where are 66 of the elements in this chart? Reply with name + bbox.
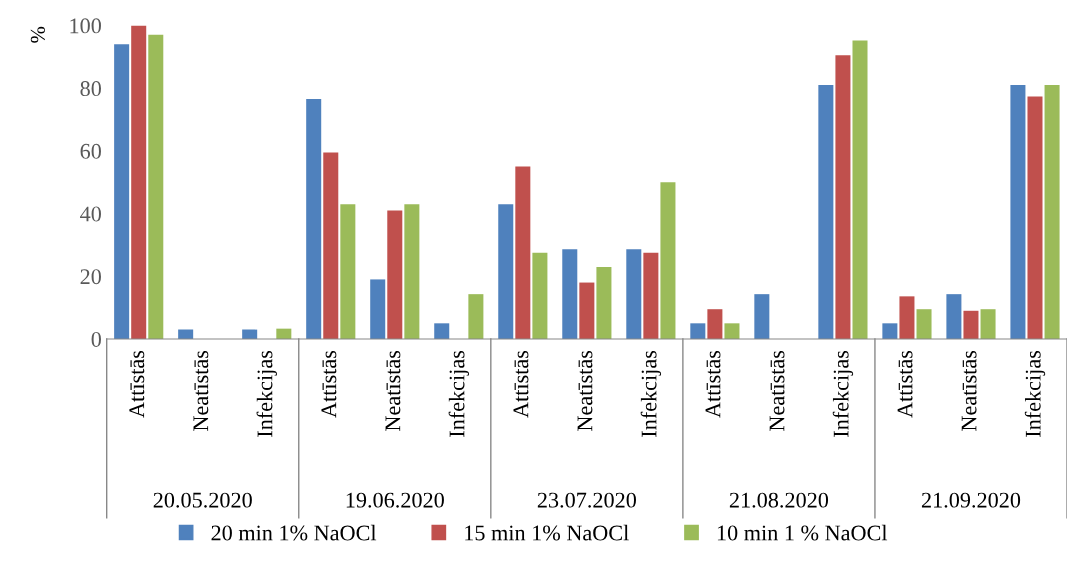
text: 20.05.2020 xyxy=(153,492,252,508)
x-tick-label: Neatīstās xyxy=(385,350,401,431)
x-tick-label: Neatīstās xyxy=(961,350,977,431)
y-axis-title: % xyxy=(30,26,45,43)
bar xyxy=(579,282,595,339)
bar xyxy=(690,323,706,339)
x-tick-label: Infekcijas xyxy=(1024,350,1046,437)
y-tick-label: 100 xyxy=(70,18,101,34)
bar xyxy=(916,309,932,339)
x-tick-label: Neatīstās xyxy=(193,350,209,431)
bar xyxy=(1044,85,1060,339)
bar xyxy=(818,85,834,339)
x-tick-label: Infekcijas xyxy=(448,350,469,437)
x-tick-label: Attīstās xyxy=(321,350,337,418)
bar xyxy=(626,249,642,339)
x-tick-label: Attīstās xyxy=(897,350,913,418)
bar xyxy=(946,294,962,339)
bar xyxy=(1027,96,1043,339)
bar xyxy=(1010,85,1026,339)
bar xyxy=(754,294,770,339)
bar xyxy=(532,252,548,339)
x-tick-label: Attīstās xyxy=(129,350,145,418)
legend-label: 10 min 1 % NaOCl xyxy=(717,524,888,541)
legend-label: 20 min 1% NaOCl xyxy=(211,524,377,541)
x-tick-label: Neatīstās xyxy=(577,350,593,431)
x-tick-label: Attīstās xyxy=(705,350,721,418)
bar xyxy=(148,34,164,339)
y-tick-label: 20 xyxy=(80,269,101,285)
bar xyxy=(323,152,339,339)
text: 21.08.2020 xyxy=(729,492,829,508)
text: 23.07.2020 xyxy=(537,492,636,508)
bar xyxy=(899,296,915,339)
bar xyxy=(562,249,578,339)
y-tick-label: 60 xyxy=(80,143,101,159)
text: 21.09.2020 xyxy=(921,492,1021,508)
bar xyxy=(643,252,659,339)
x-tick-label: Infekcijas xyxy=(640,350,662,437)
bar xyxy=(707,309,723,339)
y-tick-label: 40 xyxy=(80,206,101,222)
bar xyxy=(114,44,130,339)
legend-label: 15 min 1% NaOCl xyxy=(465,524,629,541)
bar xyxy=(515,166,531,339)
bar xyxy=(404,204,420,339)
bar xyxy=(660,182,676,339)
bar xyxy=(596,266,612,339)
bar xyxy=(835,55,851,339)
bar xyxy=(498,204,514,339)
x-tick-label: Infekcijas xyxy=(832,350,854,437)
bar xyxy=(724,323,740,339)
y-tick-label: 80 xyxy=(80,81,101,97)
bar xyxy=(434,323,450,339)
bar xyxy=(963,310,979,339)
bar xyxy=(468,294,484,339)
bar xyxy=(387,210,403,339)
x-tick-label: Neatīstās xyxy=(769,350,785,431)
x-tick-label: Attīstās xyxy=(513,350,529,418)
text: 19.06.2020 xyxy=(346,492,444,508)
bar xyxy=(370,279,386,339)
bar xyxy=(131,25,147,339)
x-tick-label: Infekcijas xyxy=(256,350,277,437)
bar xyxy=(340,204,356,339)
bar xyxy=(306,99,322,339)
bar xyxy=(852,40,868,339)
bar xyxy=(882,323,898,339)
bar xyxy=(980,309,996,339)
y-tick-label: 0 xyxy=(91,331,101,347)
